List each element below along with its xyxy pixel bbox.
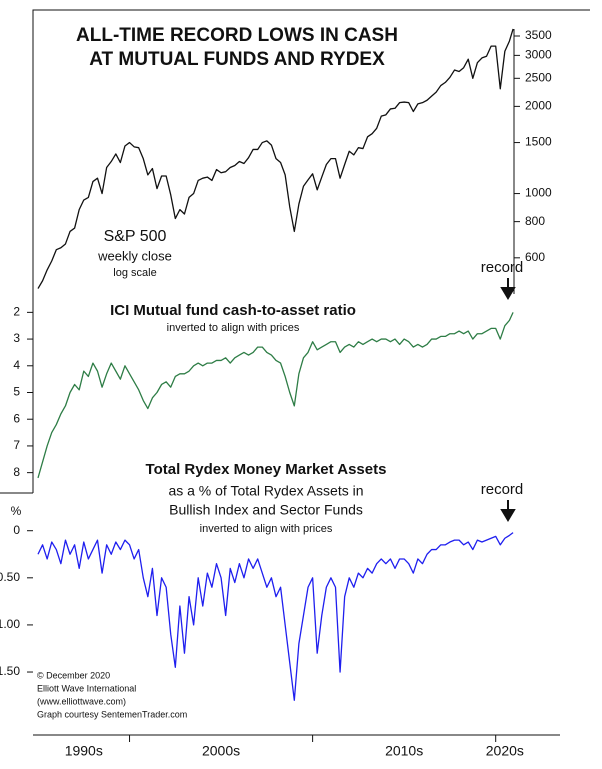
y-tick-label: 3500 (525, 28, 552, 42)
panel-title: Total Rydex Money Market Assets (146, 461, 387, 478)
annotation: log scale (113, 267, 156, 279)
annotation: S&P 500 (104, 228, 167, 245)
x-tick-label: 1990s (65, 743, 103, 759)
panel-title: ICI Mutual fund cash-to-asset ratio (110, 302, 356, 319)
y-tick-label: 6 (13, 411, 20, 425)
y-tick-label: 1500 (525, 135, 552, 149)
series-line (37, 28, 514, 289)
annotation: record (481, 259, 524, 276)
y-tick-label: 2 (13, 305, 20, 319)
y-tick-label: 7 (13, 438, 20, 452)
credit: Graph courtesy SentemenTrader.com (37, 709, 187, 719)
y-tick-label: 0 (13, 523, 20, 537)
series-line (37, 312, 514, 479)
y-tick-label: 8 (13, 465, 20, 479)
y-label: % (11, 504, 22, 518)
arrow (500, 278, 516, 300)
x-tick-label: 2000s (202, 743, 240, 759)
series-line (37, 532, 514, 701)
annotation: weekly close (97, 248, 172, 263)
x-tick-label: 2020s (486, 743, 524, 759)
frame (32, 9, 590, 493)
panel-subtitle: inverted to align with prices (167, 322, 300, 334)
y-tick-label: 2500 (525, 70, 552, 84)
y-tick-label: 3 (13, 331, 20, 345)
y-tick-label: 3000 (525, 48, 552, 62)
y-tick-label: 1.00 (0, 617, 20, 631)
credit: © December 2020 (37, 670, 110, 680)
x-tick-label: 2010s (385, 743, 423, 759)
panel-subtitle: inverted to align with prices (200, 523, 333, 535)
title: AT MUTUAL FUNDS AND RYDEX (89, 49, 385, 70)
y-tick-label: 600 (525, 250, 545, 264)
panel-subtitle: Bullish Index and Sector Funds (169, 502, 363, 518)
arrow (500, 500, 516, 522)
y-tick-label: 1000 (525, 186, 552, 200)
y-tick-label: 1.50 (0, 664, 20, 678)
title: ALL-TIME RECORD LOWS IN CASH (76, 25, 398, 46)
panel-subtitle: as a % of Total Rydex Assets in (168, 483, 363, 499)
y-tick-label: 4 (13, 358, 20, 372)
credit: Elliott Wave International (37, 683, 136, 693)
y-tick-label: 2000 (525, 99, 552, 113)
credit: (www.elliottwave.com) (37, 696, 126, 706)
y-tick-label: 0.50 (0, 570, 20, 584)
y-tick-label: 5 (13, 385, 20, 399)
y-tick-label: 800 (525, 214, 545, 228)
annotation: record (481, 481, 524, 498)
